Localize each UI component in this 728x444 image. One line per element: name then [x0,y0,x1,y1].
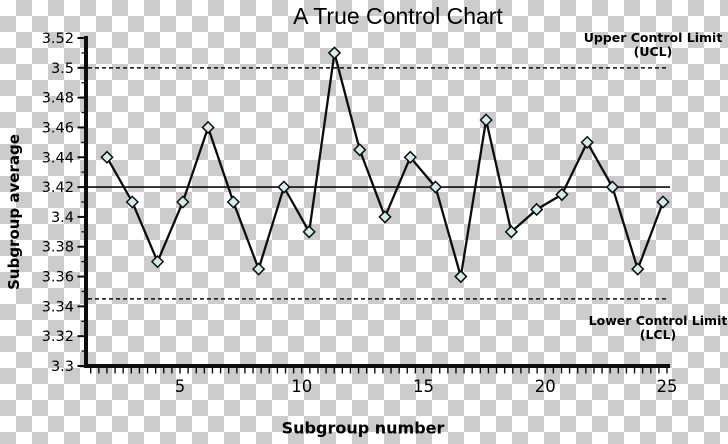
ucl-annotation: Upper Control Limit (UCL) [584,31,723,59]
data-point-marker [201,120,215,135]
data-point-marker [100,150,114,164]
y-tick-label: 3.3 [51,359,74,375]
ucl-annotation-line1: Upper Control Limit [583,30,723,45]
x-tick-label: 20 [535,377,556,396]
lcl-annotation-line1: Lower Control Limit [588,313,728,328]
data-point-marker [327,46,342,60]
data-point-marker [403,150,417,164]
data-point-marker [454,269,468,284]
y-axis-title: Subgroup average [5,134,23,290]
data-point-marker [631,262,645,276]
y-tick-label: 3.38 [42,240,74,256]
data-point-marker [226,195,241,209]
data-point-marker [150,254,165,269]
x-axis-title: Subgroup number [281,418,445,438]
y-tick-label: 3.44 [42,150,74,166]
data-point-marker [428,180,443,194]
y-tick-label: 3.4 [51,210,74,226]
data-point-marker [555,187,569,202]
y-tick-label: 3.5 [51,61,74,77]
chart-title: A True Control Chart [293,3,503,29]
y-tick-label: 3.32 [42,329,74,345]
y-tick-label: 3.42 [42,180,74,196]
data-point-marker [176,195,190,209]
data-point-marker [580,135,594,150]
data-point-marker [656,195,670,209]
x-tick-label: 25 [657,377,678,396]
data-point-marker [125,195,139,209]
data-point-marker [605,180,620,194]
x-tick-label: 5 [175,377,186,396]
y-tick-label: 3.48 [42,91,74,107]
data-point-marker [302,225,316,239]
y-tick-label: 3.46 [42,120,74,136]
data-point-marker [529,202,544,217]
data-point-marker [504,225,519,239]
y-tick-label: 3.34 [42,299,74,315]
data-point-marker [277,180,291,194]
x-tick-label: 10 [291,377,312,396]
x-tick-label: 15 [413,377,434,396]
data-point-marker [378,210,392,224]
data-point-marker [353,143,367,157]
ucl-annotation-line2: (UCL) [633,44,673,59]
data-point-marker [479,113,493,127]
y-tick-label: 3.36 [42,270,74,286]
lcl-annotation: Lower Control Limit (LCL) [589,314,728,342]
data-polyline [105,52,665,277]
lcl-annotation-line2: (LCL) [639,327,677,342]
data-point-marker [251,262,266,276]
y-tick-label: 3.52 [42,31,74,47]
